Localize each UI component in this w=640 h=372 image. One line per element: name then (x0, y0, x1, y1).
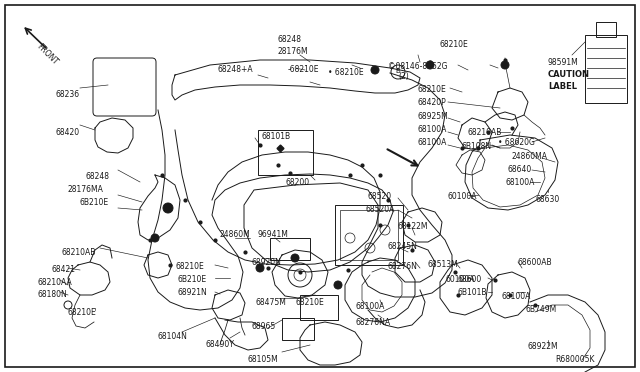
Text: 68520: 68520 (368, 192, 392, 201)
Text: 6B101B: 6B101B (458, 288, 488, 297)
Bar (585, 35, 627, 103)
Text: • 68620G: • 68620G (498, 138, 535, 147)
Text: -68210E: -68210E (288, 65, 319, 74)
Text: 98591M: 98591M (548, 58, 579, 67)
Text: 68630: 68630 (535, 195, 559, 204)
Text: • 68210E: • 68210E (328, 68, 364, 77)
Text: 6B210E: 6B210E (80, 198, 109, 207)
Text: 68122M: 68122M (398, 222, 429, 231)
Text: 68248+A: 68248+A (218, 65, 253, 74)
Circle shape (426, 61, 434, 69)
Text: 68100A: 68100A (418, 125, 447, 134)
Text: 68276N: 68276N (388, 262, 418, 271)
Text: 68421: 68421 (52, 265, 76, 274)
Text: 68276NA: 68276NA (355, 318, 390, 327)
Text: (2): (2) (398, 72, 409, 81)
Text: 68210AB: 68210AB (468, 128, 502, 137)
Circle shape (291, 254, 299, 262)
Text: 68920N: 68920N (252, 258, 282, 267)
Text: 60100A: 60100A (448, 192, 477, 201)
Circle shape (334, 281, 342, 289)
Text: 68921N: 68921N (178, 288, 208, 297)
Text: 68210E: 68210E (418, 85, 447, 94)
Text: 68640: 68640 (508, 165, 532, 174)
Text: LABEL: LABEL (548, 82, 577, 91)
Text: 68965: 68965 (252, 322, 276, 331)
Circle shape (501, 61, 509, 69)
Text: 28176MA: 28176MA (68, 185, 104, 194)
Text: R680005K: R680005K (555, 355, 595, 364)
Circle shape (151, 234, 159, 242)
Text: 68236: 68236 (55, 90, 79, 99)
Text: 68922M: 68922M (528, 342, 559, 351)
Text: 68210E: 68210E (175, 262, 204, 271)
Text: 68101B: 68101B (262, 132, 291, 141)
Text: 68520A: 68520A (365, 205, 394, 214)
Text: 6B210E: 6B210E (178, 275, 207, 284)
Text: 68100A: 68100A (505, 178, 534, 187)
Bar (340, 210, 398, 260)
Text: 68200: 68200 (285, 178, 309, 187)
Text: 68100A: 68100A (418, 138, 447, 147)
Text: 68210AB: 68210AB (62, 248, 97, 257)
Text: 96941M: 96941M (258, 230, 289, 239)
Text: 68210E: 68210E (440, 40, 468, 49)
Text: 6B749M: 6B749M (525, 305, 556, 314)
Text: 68104N: 68104N (158, 332, 188, 341)
Circle shape (371, 66, 379, 74)
Text: 68180N: 68180N (38, 290, 68, 299)
Text: FRONT: FRONT (35, 42, 60, 67)
Text: B: B (395, 68, 400, 74)
Text: 68475M: 68475M (255, 298, 286, 307)
Text: 68420P: 68420P (418, 98, 447, 107)
Text: 68105M: 68105M (248, 355, 279, 364)
Text: 68100A: 68100A (502, 292, 531, 301)
Text: 68513M: 68513M (428, 260, 459, 269)
Text: 68490Y: 68490Y (205, 340, 234, 349)
Circle shape (256, 264, 264, 272)
Text: 68600: 68600 (458, 275, 483, 284)
Circle shape (163, 203, 173, 213)
Text: ©08146-8352G: ©08146-8352G (388, 62, 447, 71)
Text: 68420: 68420 (55, 128, 79, 137)
Text: 24860M: 24860M (220, 230, 251, 239)
Text: 24860MA: 24860MA (512, 152, 548, 161)
Bar (258, 130, 313, 175)
Bar (300, 295, 338, 320)
Text: 68210E: 68210E (295, 298, 324, 307)
Text: CAUTION: CAUTION (548, 70, 590, 79)
Text: 6B108N: 6B108N (462, 142, 492, 151)
Text: 68925M: 68925M (418, 112, 449, 121)
Text: 68245N: 68245N (388, 242, 418, 251)
Text: 60100A: 60100A (445, 275, 474, 284)
Bar (282, 318, 314, 340)
Bar (596, 22, 616, 37)
Text: 68210E: 68210E (68, 308, 97, 317)
Text: 68100A: 68100A (355, 302, 385, 311)
Text: 28176M: 28176M (278, 47, 308, 56)
Text: 68600AB: 68600AB (518, 258, 552, 267)
Bar (270, 238, 310, 260)
Bar (335, 205, 403, 265)
Text: 68248: 68248 (278, 35, 302, 44)
Text: 68248: 68248 (85, 172, 109, 181)
Text: 68210AA: 68210AA (38, 278, 73, 287)
